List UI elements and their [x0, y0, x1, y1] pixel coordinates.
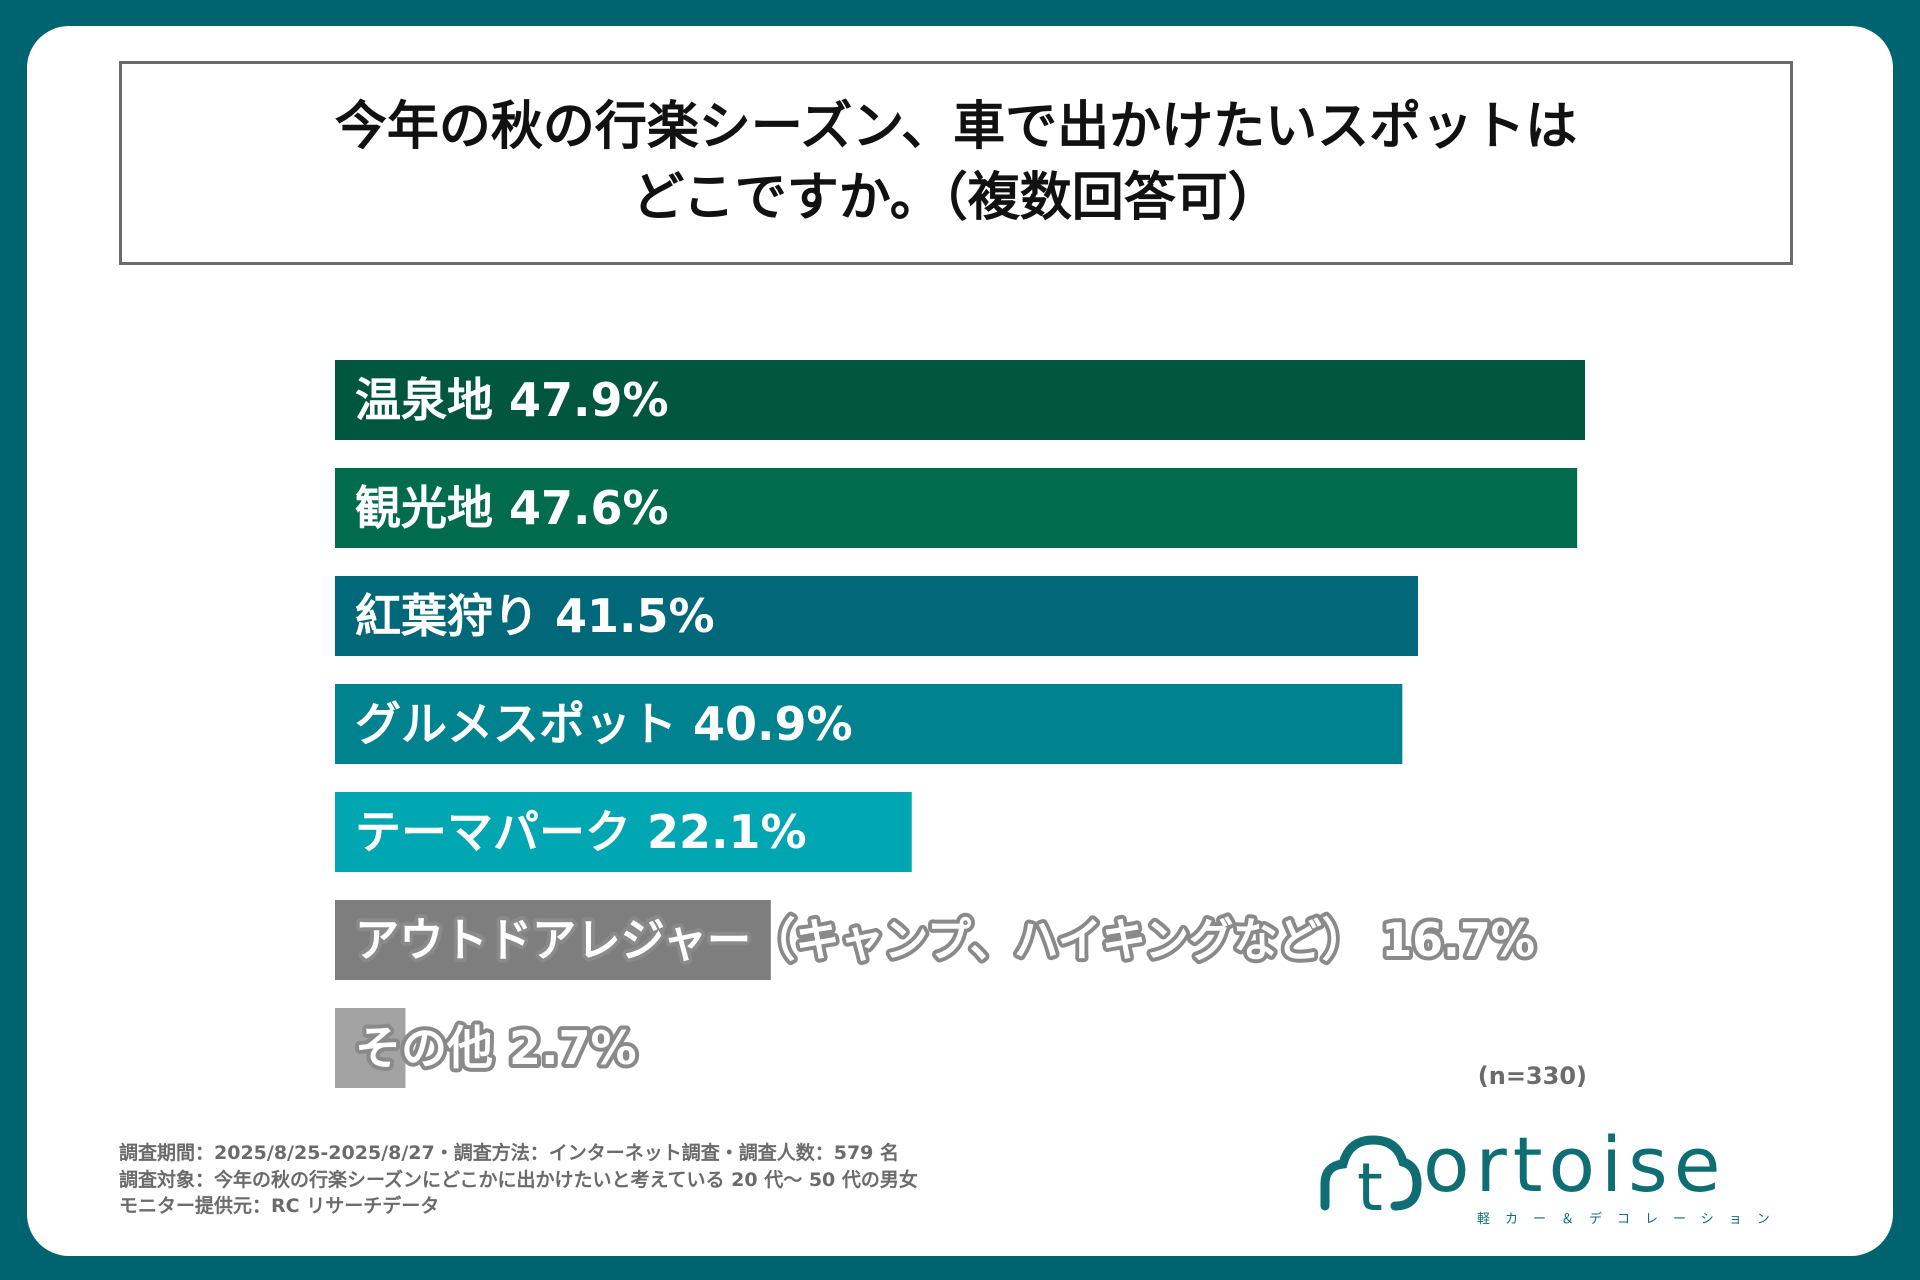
bar-label-2: 紅葉狩り 41.5%: [355, 589, 715, 643]
bar-6: [335, 1008, 406, 1088]
bar-label-1: 観光地 47.6%: [355, 481, 669, 535]
bar-label-0: 温泉地 47.9%: [355, 373, 669, 427]
bar-2: [335, 576, 1418, 656]
bar-0: [335, 360, 1585, 440]
logo-wordmark: ortoise: [1423, 1120, 1727, 1209]
survey-target: 調査対象：今年の秋の行楽シーズンにどこかに出かけたいと考えている 20 代〜 5…: [119, 1168, 918, 1191]
bar-3: [335, 684, 1403, 764]
bar-label-6: その他 2.7%: [355, 1021, 637, 1075]
sample-size-note: (n=330): [1477, 1062, 1587, 1090]
chart-card: 今年の秋の行楽シーズン、車で出かけたいスポットは どこですか。（複数回答可） 温…: [27, 26, 1893, 1256]
bar-label-4: テーマパーク 22.1%: [355, 805, 807, 859]
tortoise-logo: t ortoise 軽カー＆デコレーション: [1305, 1120, 1845, 1236]
chart-title-line-2: どこですか。（複数回答可）: [632, 168, 1280, 228]
chart-title-line-1: 今年の秋の行楽シーズン、車で出かけたいスポットは: [334, 96, 1578, 157]
logo-mark-icon: t: [1320, 1135, 1422, 1226]
bar-4: [335, 792, 912, 872]
bar-label-5: アウトドアレジャー（キャンプ、ハイキングなど） 16.7%: [355, 913, 1535, 967]
logo-mark-letter: t: [1357, 1149, 1383, 1226]
logo-tagline: 軽カー＆デコレーション: [1477, 1212, 1785, 1227]
survey-provider: モニター提供元：RC リサーチデータ: [119, 1195, 440, 1218]
bar-1: [335, 468, 1578, 548]
title-box: 今年の秋の行楽シーズン、車で出かけたいスポットは どこですか。（複数回答可）: [119, 61, 1793, 265]
bar-5: [335, 900, 771, 980]
bar-label-3: グルメスポット 40.9%: [355, 697, 853, 751]
bar-chart: 温泉地 47.9% 観光地 47.6% 紅葉狩り 41.5% グルメスポット 40.9…: [335, 360, 1585, 1088]
survey-footer: 調査期間：2025/8/25-2025/8/27・調査方法：インターネット調査・…: [119, 1140, 918, 1220]
survey-period: 調査期間：2025/8/25-2025/8/27・調査方法：インターネット調査・…: [119, 1142, 900, 1164]
